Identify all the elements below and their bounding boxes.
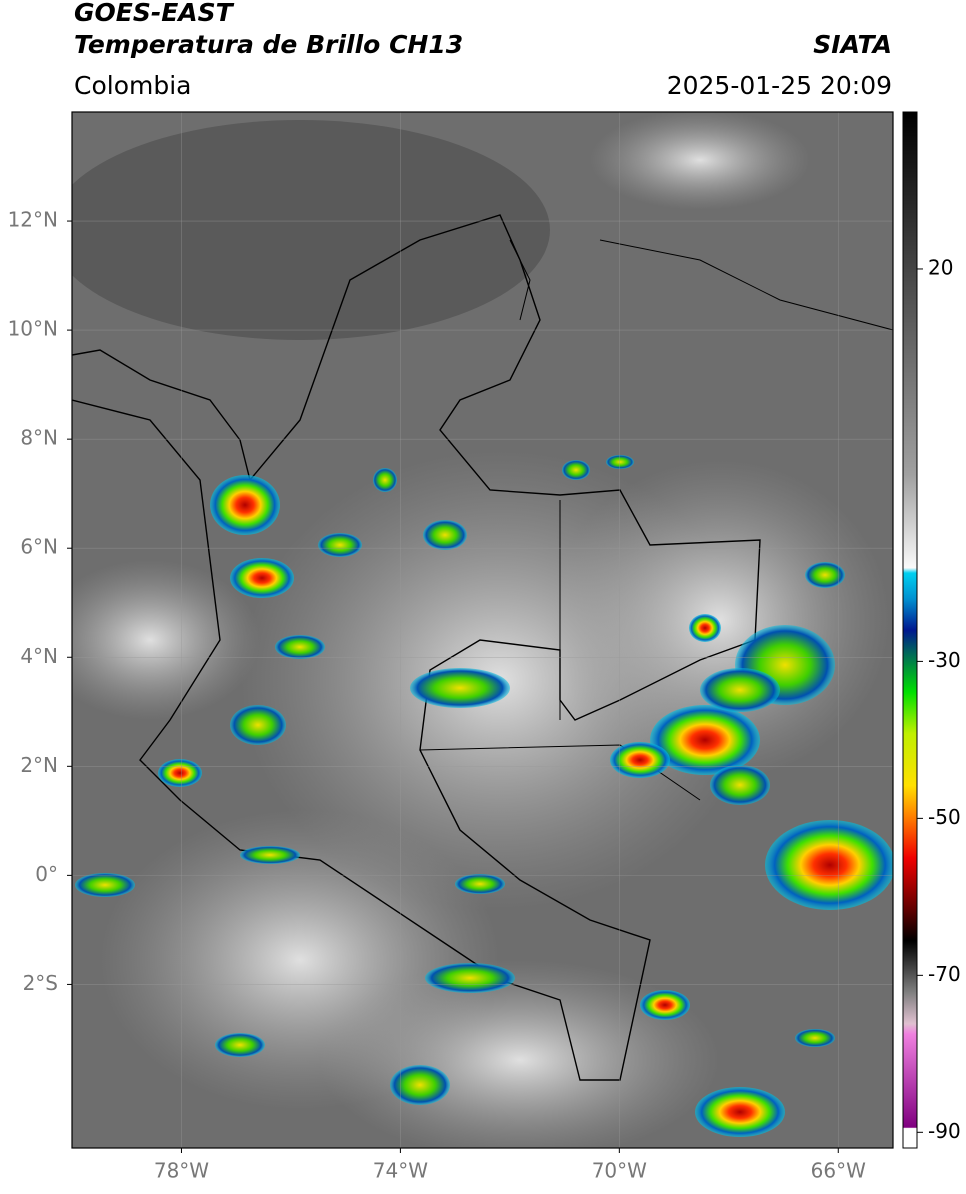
colorbar: [902, 111, 918, 1149]
colorbar-tick-label: -50: [928, 805, 961, 829]
x-tick-label: 74°W: [373, 1159, 428, 1183]
y-tick-label: 6°N: [20, 535, 58, 559]
colorbar-tick-label: -70: [928, 962, 961, 986]
source: SIATA: [813, 30, 892, 59]
y-tick-label: 10°N: [8, 317, 58, 341]
y-tick-label: 2°S: [23, 971, 58, 995]
datetime: 2025-01-25 20:09: [667, 71, 892, 100]
graticule: [72, 112, 893, 1148]
x-tick-label: 70°W: [592, 1159, 647, 1183]
satellite-image: [72, 112, 893, 1148]
y-tick-label: 2°N: [20, 753, 58, 777]
region: Colombia: [74, 71, 191, 100]
subtitle: Temperatura de Brillo CH13: [74, 30, 463, 59]
y-tick-label: 12°N: [8, 208, 58, 232]
x-tick-label: 78°W: [154, 1159, 209, 1183]
colorbar-tick-label: -30: [928, 648, 961, 672]
y-tick-label: 4°N: [20, 644, 58, 668]
map-frame: [71, 111, 894, 1149]
y-tick-label: 0°: [35, 862, 58, 886]
colorbar-tick-label: -90: [928, 1119, 961, 1143]
colorbar-tick-label: 20: [928, 255, 953, 279]
title: GOES-EAST: [74, 0, 235, 27]
y-tick-label: 8°N: [20, 426, 58, 450]
x-tick-label: 66°W: [811, 1159, 866, 1183]
